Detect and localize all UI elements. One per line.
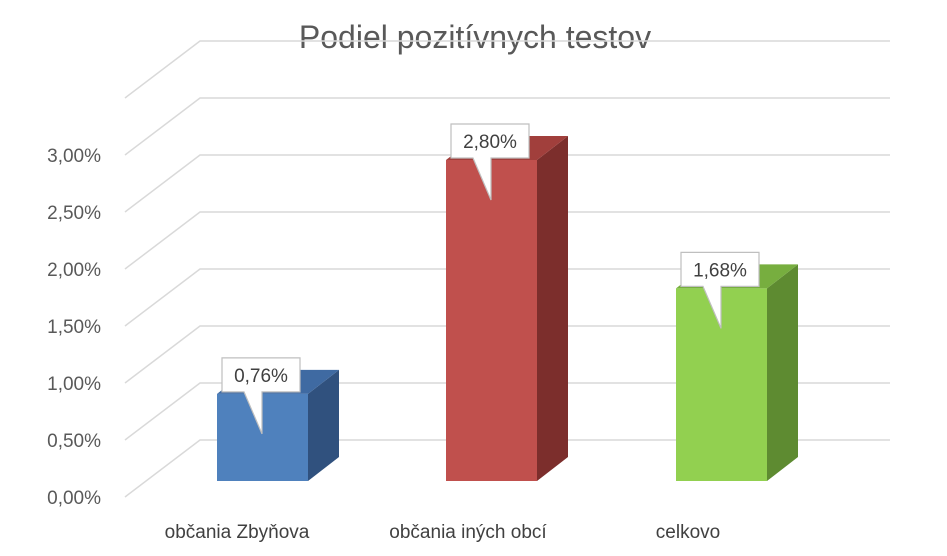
category-label: občania iných obcí (389, 522, 547, 543)
y-tick-label: 3,00% (47, 146, 101, 167)
gridlines (124, 40, 890, 498)
data-label: 0,76% (221, 357, 301, 435)
data-label-text: 1,68% (693, 260, 747, 281)
category-label: občania Zbyňova (165, 522, 310, 543)
y-tick-label: 2,00% (47, 260, 101, 281)
bar-side (767, 264, 798, 481)
bar-side (537, 136, 568, 481)
bar (446, 136, 568, 481)
y-tick-label: 1,50% (47, 317, 101, 338)
data-labels: 0,76% 2,80% 1,68% (221, 123, 760, 435)
category-label: celkovo (656, 522, 720, 543)
gridline (124, 325, 890, 384)
gridline (124, 40, 890, 99)
bars (217, 136, 798, 481)
y-tick-label: 2,50% (47, 203, 101, 224)
data-label-callout (680, 251, 760, 329)
bar-front (446, 160, 537, 481)
data-label-callout (221, 357, 301, 435)
gridline (124, 439, 890, 498)
gridline (124, 382, 890, 441)
gridline (124, 268, 890, 327)
data-label: 2,80% (450, 123, 530, 201)
data-label: 1,68% (680, 251, 760, 329)
bar-side (308, 369, 339, 481)
data-label-callout (450, 123, 530, 201)
category-labels: občania Zbyňova občania iných obcí celkovo (165, 522, 721, 543)
y-tick-label: 0,00% (47, 488, 101, 509)
data-label-text: 2,80% (463, 132, 517, 153)
gridline (124, 154, 890, 213)
data-label-text: 0,76% (234, 366, 288, 387)
y-axis-ticks: 0,00% 0,50% 1,00% 1,50% 2,00% 2,50% 3,00% (47, 146, 101, 509)
chart-title: Podiel pozitívnych testov (299, 19, 651, 55)
gridline (124, 97, 890, 156)
gridline (124, 211, 890, 270)
y-tick-label: 0,50% (47, 431, 101, 452)
bar (676, 264, 798, 481)
y-tick-label: 1,00% (47, 374, 101, 395)
